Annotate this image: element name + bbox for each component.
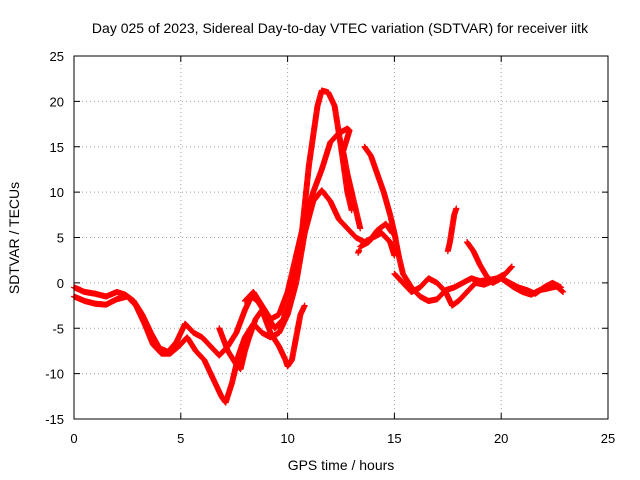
series-trace-d (216, 302, 308, 373)
x-tick-label: 0 (70, 431, 77, 446)
axis-ticks (73, 55, 609, 420)
x-tick-label: 20 (494, 431, 508, 446)
x-tick-label: 5 (177, 431, 184, 446)
y-tick-label: -15 (45, 412, 64, 427)
data-point (508, 263, 515, 270)
data-point (356, 247, 363, 254)
x-tick-label: 25 (601, 431, 615, 446)
y-tick-label: 20 (50, 94, 64, 109)
grid (74, 56, 608, 419)
series-trace-a (71, 87, 355, 359)
y-tick-label: 0 (57, 276, 64, 291)
series-trace-i (357, 220, 396, 250)
y-tick-label: 5 (57, 231, 64, 246)
data-point (301, 302, 308, 309)
data-point (389, 229, 396, 236)
y-tick-label: -5 (52, 321, 64, 336)
x-tick-label: 15 (387, 431, 401, 446)
axis-tick-labels: 0 5 10 15 20 25 -15 -10 -5 0 5 10 15 20 25 (45, 49, 615, 446)
data-markers (71, 87, 567, 406)
y-tick-label: 15 (50, 140, 64, 155)
x-axis-title: GPS time / hours (288, 457, 395, 473)
y-tick-label: 10 (50, 185, 64, 200)
data-point (560, 288, 567, 295)
y-axis-title: SDTVAR / TECUs (6, 182, 22, 294)
series-trace-c (241, 125, 364, 323)
series-trace-h (464, 239, 567, 298)
series-trace-j (355, 247, 363, 256)
data-point (453, 205, 460, 212)
series-trace-b (71, 187, 398, 406)
chart-title: Day 025 of 2023, Sidereal Day-to-day VTE… (92, 20, 589, 36)
y-tick-label: 25 (50, 49, 64, 64)
data-point (357, 225, 364, 232)
y-tick-label: -10 (45, 367, 64, 382)
series-trace-g (444, 205, 460, 255)
x-tick-label: 10 (280, 431, 294, 446)
